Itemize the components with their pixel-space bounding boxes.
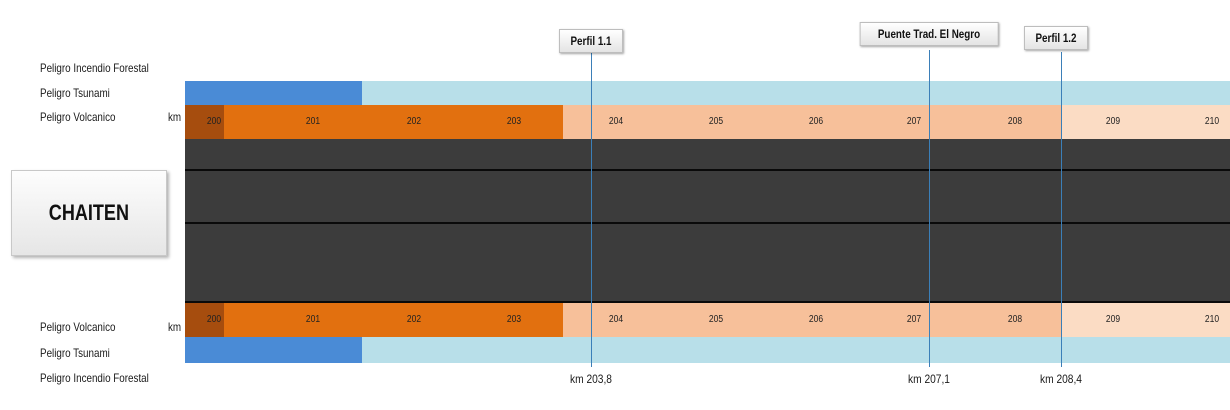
- top-tsunami-high-zone: [185, 81, 362, 105]
- road-center-line: [185, 222, 1230, 224]
- bottom-volcanic-medium-zone: [563, 303, 1062, 337]
- top-volcanic-very-high-zone: [185, 105, 224, 139]
- top-km-unit-label: km: [168, 110, 182, 124]
- top-km-tick: 203: [506, 116, 522, 127]
- bottom-volcanic-very-high-zone: [185, 303, 224, 337]
- bottom-km-tick: 200: [206, 314, 222, 325]
- bottom-volcanic-hazard-label: Peligro Volcanico: [40, 320, 116, 334]
- top-km-tick: 208: [1007, 116, 1023, 127]
- road-edge-line-top: [185, 169, 1230, 171]
- top-km-tick: 202: [406, 116, 422, 127]
- road-edge-line-bottom: [185, 301, 1230, 303]
- top-volcanic-medium-zone: [563, 105, 1062, 139]
- top-km-tick: 200: [206, 116, 222, 127]
- chaiten-town-button[interactable]: CHAITEN: [11, 170, 167, 256]
- road-surface: [185, 139, 1230, 303]
- bottom-km-tick: 209: [1105, 314, 1121, 325]
- top-km-tick: 210: [1204, 116, 1220, 127]
- bottom-tsunami-hazard-label: Peligro Tsunami: [40, 346, 110, 360]
- marker-button-perfil-1-1[interactable]: Perfil 1.1: [558, 29, 624, 53]
- bottom-km-tick: 201: [305, 314, 321, 325]
- top-fire-hazard-label: Peligro Incendio Forestal: [40, 61, 149, 75]
- top-km-tick: 205: [708, 116, 724, 127]
- bottom-km-tick: 204: [608, 314, 624, 325]
- top-tsunami-hazard-label: Peligro Tsunami: [40, 86, 110, 100]
- marker-line-perfil-1-1: [591, 52, 592, 367]
- marker-line-perfil-1-2: [1061, 52, 1062, 367]
- top-km-tick: 209: [1105, 116, 1121, 127]
- marker-km-label-perfil-1-1: km 203,8: [570, 372, 612, 386]
- top-km-tick: 207: [906, 116, 922, 127]
- bottom-km-tick: 207: [906, 314, 922, 325]
- bottom-km-tick: 202: [406, 314, 422, 325]
- bottom-tsunami-high-zone: [185, 337, 362, 363]
- bottom-km-tick: 206: [808, 314, 824, 325]
- bottom-km-tick: 203: [506, 314, 522, 325]
- bottom-km-unit-label: km: [168, 320, 182, 334]
- bottom-volcanic-high-zone: [224, 303, 563, 337]
- bottom-km-tick: 208: [1007, 314, 1023, 325]
- bottom-fire-hazard-label: Peligro Incendio Forestal: [40, 371, 149, 385]
- bottom-km-tick: 205: [708, 314, 724, 325]
- top-tsunami-low-zone: [362, 81, 1230, 105]
- marker-km-label-perfil-1-2: km 208,4: [1040, 372, 1082, 386]
- marker-button-perfil-1-2[interactable]: Perfil 1.2: [1023, 26, 1089, 50]
- marker-button-puente-el-negro[interactable]: Puente Trad. El Negro: [859, 22, 999, 46]
- top-km-tick: 201: [305, 116, 321, 127]
- top-km-tick: 204: [608, 116, 624, 127]
- top-volcanic-high-zone: [224, 105, 563, 139]
- marker-line-puente-el-negro: [929, 50, 930, 367]
- bottom-tsunami-low-zone: [362, 337, 1230, 363]
- marker-km-label-puente-el-negro: km 207,1: [908, 372, 950, 386]
- top-volcanic-hazard-label: Peligro Volcanico: [40, 110, 116, 124]
- top-volcanic-low-zone: [1062, 105, 1230, 139]
- top-km-tick: 206: [808, 116, 824, 127]
- bottom-volcanic-low-zone: [1062, 303, 1230, 337]
- bottom-km-tick: 210: [1204, 314, 1220, 325]
